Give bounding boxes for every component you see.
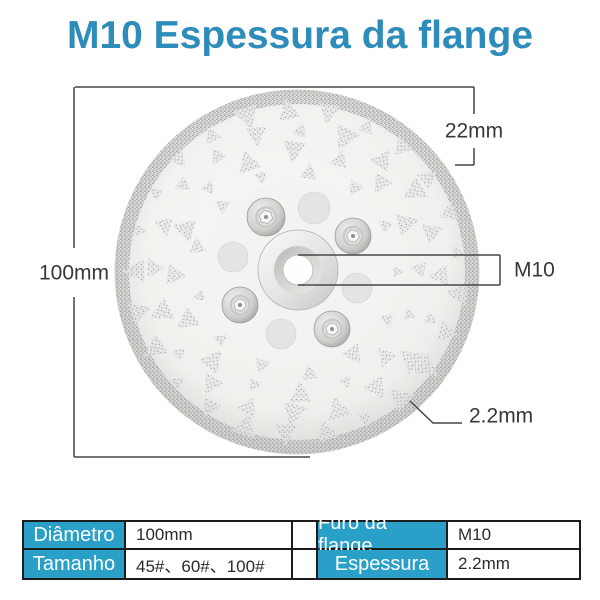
disc-image — [114, 89, 480, 455]
spec-label-diameter: Diâmetro — [24, 522, 126, 550]
dimension-diameter — [73, 86, 474, 458]
spec-value-bore: M10 — [448, 522, 579, 550]
dimension-flange-height — [455, 87, 475, 166]
spec-value-thickness: 2.2mm — [458, 554, 510, 573]
dimension-bore — [298, 254, 501, 286]
diameter-label: 100mm — [39, 262, 109, 285]
bore-label: M10 — [514, 259, 555, 282]
spec-table: Diâmetro 100mm Furo da flange M10 Tamanh… — [22, 512, 581, 580]
page-title: M10 Espessura da flange — [66, 14, 534, 57]
product-diagram: 100mm 22mm M10 2.2mm — [39, 86, 555, 458]
flange-height-label: 22mm — [445, 120, 503, 143]
spec-label-thickness: Espessura — [318, 550, 448, 578]
spec-gap-cell — [293, 522, 318, 550]
spec-label-size: Tamanho — [24, 550, 126, 578]
spec-value-size: 45#、60#、100# — [126, 550, 293, 578]
dimension-thickness — [409, 400, 462, 424]
disc-shading — [115, 90, 479, 454]
spec-gap-cell — [293, 550, 318, 578]
thickness-label: 2.2mm — [469, 405, 533, 428]
spec-label-bore: Furo da flange — [318, 512, 448, 557]
spec-value-diameter: 100mm — [126, 522, 293, 550]
